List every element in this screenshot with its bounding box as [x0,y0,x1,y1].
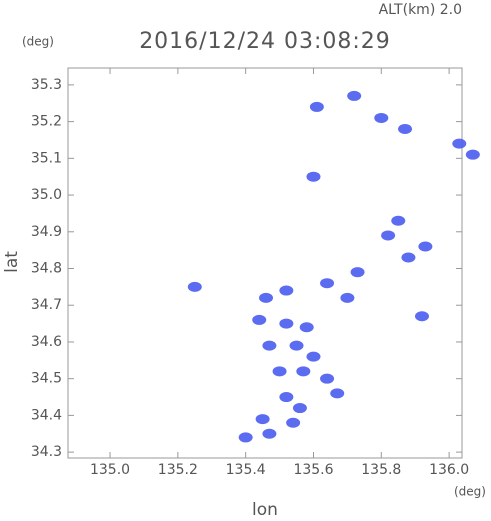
radar-echo [309,101,324,112]
y-tick-label: 35.3 [31,77,62,93]
radar-echo [391,215,406,226]
radar-echo [289,340,304,351]
radar-echo [306,171,321,182]
radar-echo [296,366,311,377]
x-unit: (deg) [454,485,486,499]
y-tick-label: 35.2 [31,114,62,130]
radar-echo [306,351,321,362]
radar-echo [187,281,202,292]
radar-echo [330,388,345,399]
radar-echo [252,314,267,325]
radar-echo [320,373,335,384]
y-tick-label: 34.8 [31,261,62,277]
x-tick-label: 135.4 [226,462,266,478]
radar-echo [255,414,270,425]
radar-echo [279,285,294,296]
y-tick-label: 34.6 [31,334,62,350]
radar-echo [262,340,277,351]
radar-echo [401,252,416,263]
x-tick-label: 135.6 [293,462,333,478]
x-tick-label: 135.0 [90,462,130,478]
x-axis-label: lon [252,500,278,520]
radar-echo [465,149,480,160]
radar-echo [414,311,429,322]
radar-echo [452,138,467,149]
x-tick-label: 135.8 [361,462,401,478]
radar-echo [350,267,365,278]
x-tick-label: 135.2 [158,462,198,478]
radar-echo [347,90,362,101]
x-tick-label: 136.0 [429,462,469,478]
radar-echo [259,292,274,303]
y-axis-label: lat [2,251,22,273]
radar-echo [272,366,287,377]
radar-echo [398,123,413,134]
radar-echo [286,417,301,428]
radar-echo [320,278,335,289]
radar-echo [292,403,307,414]
y-tick-label: 34.9 [31,224,62,240]
y-tick-label: 34.3 [31,444,62,460]
radar-echo [279,318,294,329]
y-tick-label: 34.4 [31,407,62,423]
chart-title: 2016/12/24 03:08:29 [139,29,391,54]
plot-frame [67,67,463,459]
y-unit: (deg) [22,35,54,49]
radar-echo [279,392,294,403]
y-tick-label: 34.5 [31,371,62,387]
radar-echo [374,112,389,123]
radar-echo [418,241,433,252]
radar-echo [238,432,253,443]
y-tick-label: 34.7 [31,297,62,313]
altitude-label: ALT(km) 2.0 [379,2,462,18]
radar-echo [340,292,355,303]
y-tick-label: 35.0 [31,187,62,203]
radar-echo [381,230,396,241]
radar-echo [262,428,277,439]
y-tick-label: 35.1 [31,150,62,166]
radar-echo [299,322,314,333]
